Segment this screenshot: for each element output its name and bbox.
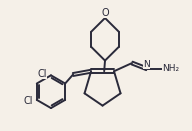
Text: Cl: Cl	[37, 69, 47, 79]
Text: N: N	[143, 60, 150, 69]
Text: Cl: Cl	[23, 96, 33, 106]
Text: NH₂: NH₂	[162, 64, 180, 73]
Text: O: O	[101, 8, 109, 18]
